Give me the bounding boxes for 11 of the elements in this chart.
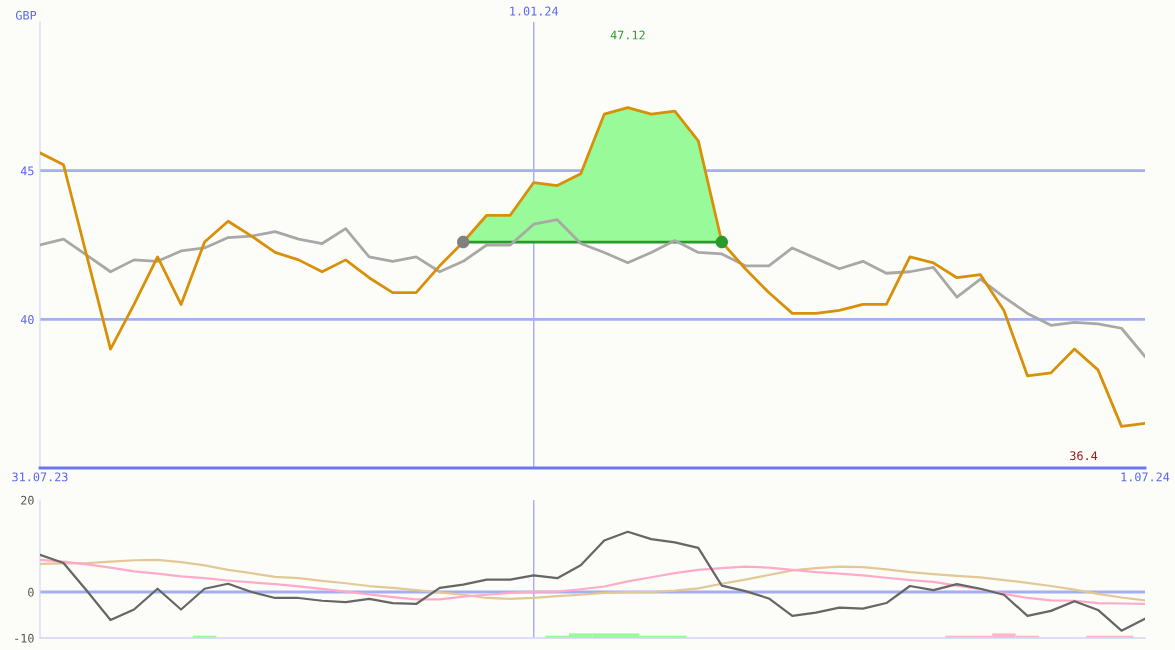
annotation: 36.4 [1070, 451, 1098, 461]
y-tick-label: 0 [28, 587, 34, 597]
x-tick-label: 31.07.23 [12, 472, 68, 482]
x-tick-label: 1.01.24 [510, 6, 559, 16]
x-tick-label: 1.07.24 [1121, 472, 1170, 482]
annotation: 47.12 [610, 30, 645, 40]
y-tick-label: 40 [20, 315, 34, 325]
y-tick-label: 45 [20, 166, 34, 176]
y-axis-title: GBP [15, 10, 37, 20]
y-tick-label: 20 [21, 495, 34, 505]
y-tick-label: -10 [15, 633, 34, 643]
